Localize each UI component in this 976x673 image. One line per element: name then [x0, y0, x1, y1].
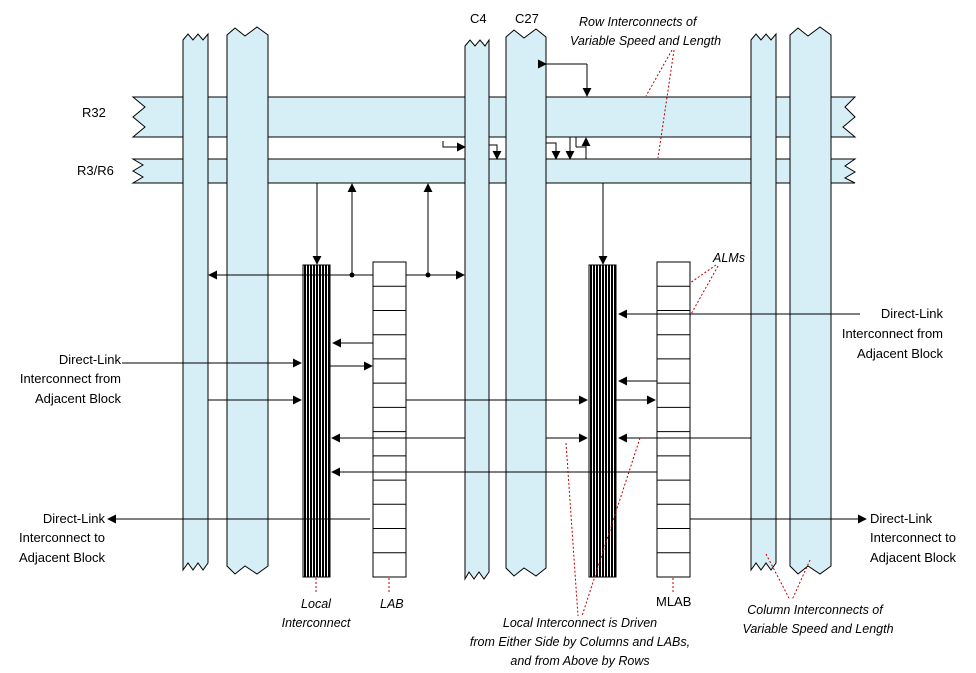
- svg-text:from Either Side by Columns an: from Either Side by Columns and LABs,: [470, 635, 690, 649]
- annotation-local-driven: Local Interconnect is Driven from Either…: [470, 616, 690, 668]
- row-label-r3r6: R3/R6: [77, 163, 114, 178]
- svg-text:Variable Speed and Length: Variable Speed and Length: [742, 622, 893, 636]
- row-label-r32: R32: [82, 105, 106, 120]
- svg-text:Adjacent Block: Adjacent Block: [35, 391, 121, 406]
- leader-row-1: [645, 49, 673, 97]
- column-bus-left-wide: [226, 26, 269, 575]
- leader-driven-2: [581, 437, 641, 617]
- svg-text:Direct-Link: Direct-Link: [870, 511, 933, 526]
- local-interconnect-right-lines: [590, 265, 616, 577]
- connections: [107, 59, 867, 524]
- annotation-column-interconnects: Column Interconnects of Variable Speed a…: [742, 603, 893, 636]
- leader-col-2: [791, 559, 811, 601]
- svg-text:Variable Speed and Length: Variable Speed and Length: [570, 34, 721, 48]
- local-interconnect-left: [302, 264, 331, 578]
- svg-text:Direct-Link: Direct-Link: [881, 306, 944, 321]
- row-bus-r32: [131, 96, 857, 138]
- junction-dot-2: [425, 272, 431, 278]
- direct-link-from-right-label: Direct-Link Interconnect from Adjacent B…: [842, 306, 944, 361]
- column-bus-right-wide: [789, 26, 832, 575]
- column-label-c27: C27: [515, 11, 539, 26]
- column-bus-c27: [505, 28, 547, 577]
- svg-text:Adjacent Block: Adjacent Block: [19, 550, 105, 565]
- svg-text:Interconnect to: Interconnect to: [19, 530, 105, 545]
- switch-a: [442, 141, 466, 152]
- svg-text:Adjacent Block: Adjacent Block: [870, 550, 956, 565]
- column-bus-c4: [464, 38, 490, 581]
- row-bus-r3r6: [131, 158, 857, 184]
- leader-col-1: [765, 553, 791, 601]
- lab-block: [372, 261, 407, 578]
- annotation-leaders: [315, 49, 811, 617]
- column-bus-left-narrow: [182, 32, 209, 572]
- alms-label: ALMs: [712, 251, 745, 265]
- local-interconnect-right: [588, 264, 617, 578]
- svg-text:Interconnect: Interconnect: [282, 616, 351, 630]
- leader-alms-1: [689, 264, 717, 284]
- svg-text:Row Interconnects of: Row Interconnects of: [579, 15, 698, 29]
- svg-text:Adjacent Block: Adjacent Block: [857, 346, 943, 361]
- column-bus-right-narrow: [750, 32, 777, 572]
- leader-alms-2: [689, 265, 719, 317]
- svg-text:Interconnect from: Interconnect from: [842, 326, 943, 341]
- column-label-c4: C4: [470, 11, 487, 26]
- svg-text:Interconnect from: Interconnect from: [20, 371, 121, 386]
- switch-c: [546, 142, 561, 160]
- lab-alm-cells: [373, 285, 406, 554]
- direct-link-to-left-label: Direct-Link Interconnect to Adjacent Blo…: [19, 511, 105, 565]
- svg-text:Direct-Link: Direct-Link: [43, 511, 106, 526]
- mlab-label: MLAB: [656, 594, 691, 609]
- mlab-block: [656, 261, 691, 578]
- svg-text:Direct-Link: Direct-Link: [59, 352, 122, 367]
- leader-driven-1: [565, 442, 579, 617]
- svg-text:Column Interconnects of: Column Interconnects of: [747, 603, 884, 617]
- svg-text:Interconnect to: Interconnect to: [870, 530, 956, 545]
- svg-text:Local Interconnect is Driven: Local Interconnect is Driven: [503, 616, 657, 630]
- lab-label: LAB: [380, 597, 404, 611]
- local-interconnect-left-lines: [304, 265, 330, 577]
- switch-b: [489, 144, 502, 160]
- direct-link-to-right-label: Direct-Link Interconnect to Adjacent Blo…: [870, 511, 956, 565]
- svg-text:Local: Local: [301, 597, 332, 611]
- annotation-local-interconnect: Local Interconnect: [282, 597, 351, 630]
- mlab-alm-cells: [657, 285, 690, 554]
- svg-text:and from Above by Rows: and from Above by Rows: [510, 654, 649, 668]
- junction-dot-1: [349, 272, 355, 278]
- direct-link-from-left-label: Direct-Link Interconnect from Adjacent B…: [20, 352, 122, 406]
- annotation-row-interconnects: Row Interconnects of Variable Speed and …: [570, 15, 721, 48]
